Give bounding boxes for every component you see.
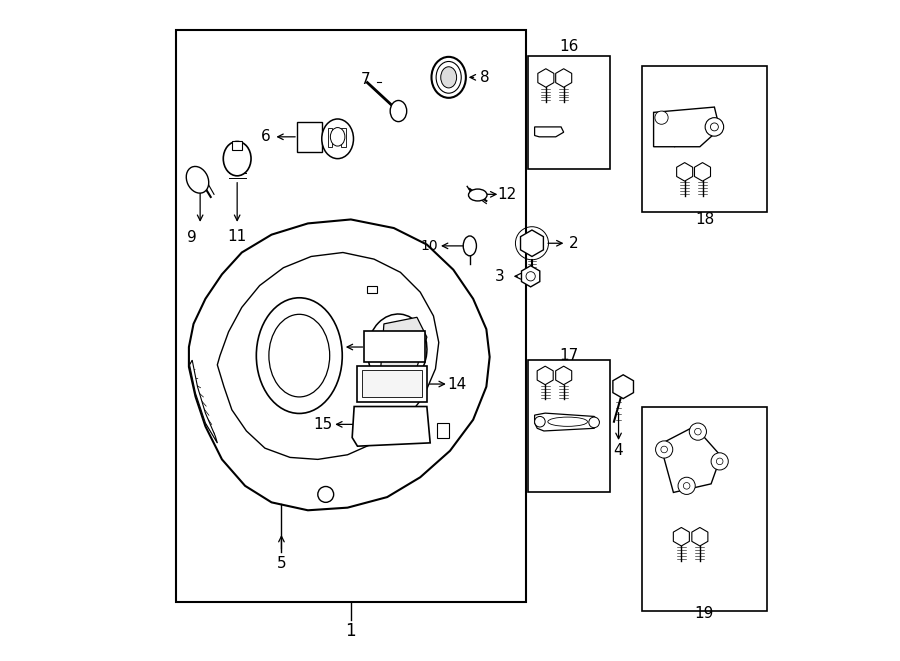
Bar	[232, 141, 242, 150]
Circle shape	[710, 123, 718, 131]
Text: 17: 17	[560, 348, 579, 363]
Bar	[357, 366, 427, 402]
Bar	[528, 360, 610, 492]
Ellipse shape	[431, 57, 466, 98]
Bar	[528, 56, 610, 169]
Ellipse shape	[186, 167, 209, 193]
Circle shape	[535, 416, 545, 427]
Text: 14: 14	[447, 377, 466, 391]
Text: 9: 9	[187, 231, 197, 245]
Ellipse shape	[469, 189, 487, 201]
Circle shape	[683, 483, 690, 489]
Polygon shape	[535, 127, 563, 137]
Text: 2: 2	[569, 236, 579, 251]
Polygon shape	[535, 413, 599, 431]
Text: 3: 3	[495, 269, 505, 284]
Ellipse shape	[441, 67, 456, 88]
Text: 6: 6	[261, 130, 271, 144]
Circle shape	[526, 272, 536, 281]
Text: 11: 11	[228, 229, 247, 244]
Bar	[642, 407, 768, 611]
Ellipse shape	[256, 297, 342, 414]
Ellipse shape	[436, 61, 461, 93]
Polygon shape	[661, 426, 721, 492]
Text: 12: 12	[497, 187, 517, 202]
Circle shape	[711, 453, 728, 470]
Text: 5: 5	[276, 556, 286, 570]
Circle shape	[678, 477, 695, 494]
Text: 16: 16	[559, 39, 579, 54]
Ellipse shape	[464, 236, 476, 256]
Bar	[176, 30, 526, 602]
Text: 1: 1	[346, 622, 356, 641]
Polygon shape	[217, 253, 439, 459]
Circle shape	[589, 417, 599, 428]
Text: 19: 19	[695, 606, 715, 621]
Bar	[362, 370, 422, 397]
Bar	[367, 286, 377, 293]
Ellipse shape	[322, 119, 354, 159]
Text: 8: 8	[480, 70, 490, 85]
Ellipse shape	[391, 100, 407, 122]
Text: 10: 10	[420, 239, 437, 253]
Circle shape	[655, 111, 668, 124]
Bar	[297, 122, 322, 152]
Bar	[328, 128, 332, 147]
Text: 18: 18	[695, 212, 714, 227]
Polygon shape	[189, 219, 490, 510]
Circle shape	[705, 118, 724, 136]
Ellipse shape	[367, 314, 427, 387]
Circle shape	[318, 486, 334, 502]
Polygon shape	[653, 107, 720, 147]
Circle shape	[716, 458, 723, 465]
Text: 4: 4	[614, 444, 624, 458]
Text: 13: 13	[325, 340, 344, 354]
Bar	[436, 423, 449, 438]
Circle shape	[695, 428, 701, 435]
Bar	[341, 128, 346, 147]
Text: 7: 7	[361, 72, 370, 87]
Bar	[364, 330, 425, 362]
Text: 15: 15	[313, 417, 333, 432]
Circle shape	[655, 441, 673, 458]
Ellipse shape	[330, 128, 345, 146]
Ellipse shape	[548, 417, 588, 426]
Bar	[642, 66, 768, 212]
Ellipse shape	[269, 315, 329, 397]
Circle shape	[661, 446, 668, 453]
Circle shape	[689, 423, 706, 440]
Polygon shape	[381, 317, 427, 380]
Polygon shape	[352, 407, 430, 446]
Ellipse shape	[223, 141, 251, 176]
Polygon shape	[190, 360, 217, 443]
